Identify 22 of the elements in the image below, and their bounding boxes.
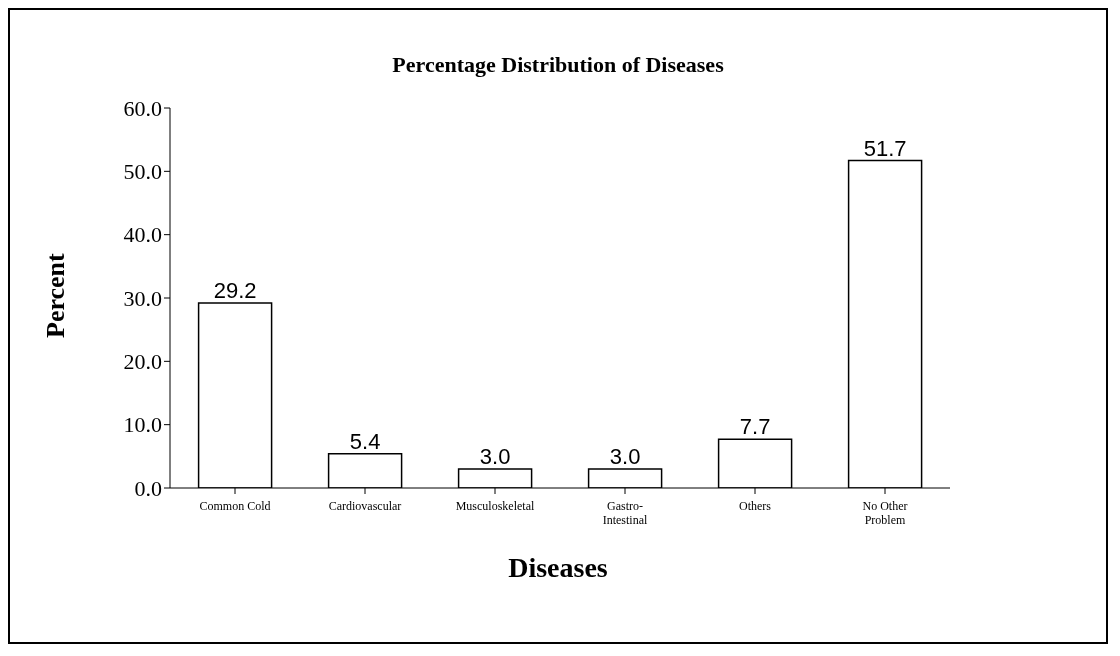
x-tick-label: No Other Problem bbox=[862, 499, 908, 527]
data-label: 7.7 bbox=[739, 414, 771, 440]
x-tick-label: Gastro-Intestinal bbox=[602, 499, 648, 527]
y-tick-label: 20.0 bbox=[123, 349, 162, 375]
y-axis-title: Percent bbox=[41, 252, 71, 338]
x-tick-label: Others bbox=[739, 499, 772, 513]
chart-title: Percentage Distribution of Diseases bbox=[391, 52, 725, 78]
y-tick-label: 60.0 bbox=[123, 95, 162, 121]
y-tick-label: 30.0 bbox=[123, 285, 162, 311]
data-label: 51.7 bbox=[863, 135, 907, 161]
y-tick-label: 10.0 bbox=[123, 412, 162, 438]
x-tick-label: Cardiovascular bbox=[328, 499, 402, 513]
data-label: 5.4 bbox=[349, 428, 381, 454]
data-label: 3.0 bbox=[479, 444, 511, 469]
data-label: 29.2 bbox=[213, 278, 257, 304]
y-tick-label: 40.0 bbox=[123, 222, 162, 248]
data-label: 3.0 bbox=[609, 444, 641, 469]
x-tick-label: Common Cold bbox=[199, 499, 271, 513]
x-tick-label: Musculoskeletal bbox=[455, 499, 535, 513]
x-axis-title: Diseases bbox=[507, 552, 609, 584]
y-tick-label: 0.0 bbox=[134, 475, 162, 501]
y-tick-label: 50.0 bbox=[123, 159, 162, 185]
